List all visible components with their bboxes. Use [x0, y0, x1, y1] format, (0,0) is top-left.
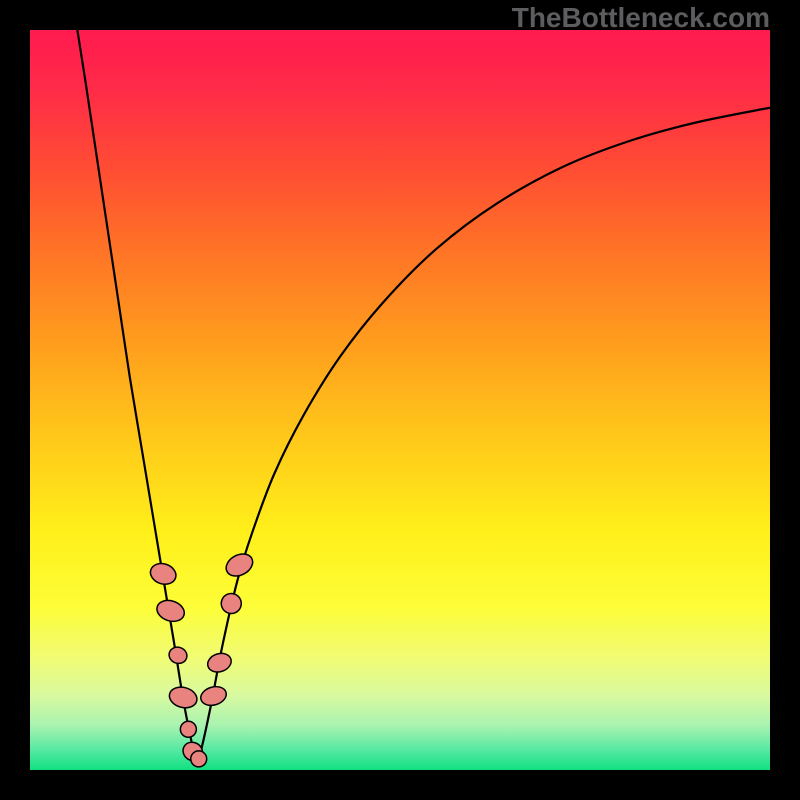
plot-area — [30, 30, 770, 770]
watermark-text: TheBottleneck.com — [512, 2, 770, 34]
chart-container: TheBottleneck.com — [0, 0, 800, 800]
gradient-background — [30, 30, 770, 770]
